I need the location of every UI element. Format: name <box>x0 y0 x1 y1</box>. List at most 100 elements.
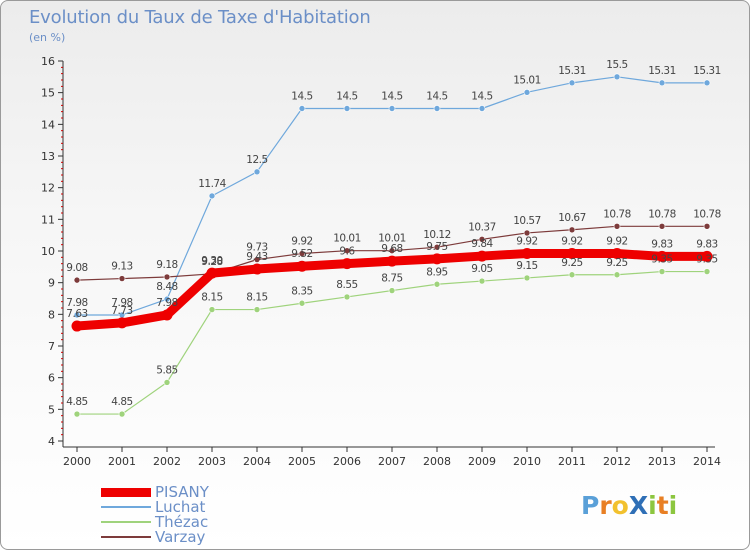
y-tick-label: 9 <box>48 277 55 290</box>
data-point-pisany <box>566 248 578 260</box>
data-label-luchat: 14.5 <box>336 91 357 103</box>
logo-letter: r <box>599 491 612 520</box>
data-label-thézac: 9.25 <box>606 257 627 269</box>
y-tick-label: 12 <box>41 182 55 195</box>
data-label-varzay: 10.37 <box>468 221 496 233</box>
data-label-thézac: 8.95 <box>426 266 447 278</box>
data-label-luchat: 14.5 <box>471 91 492 103</box>
data-point-pisany <box>476 250 488 262</box>
data-label-luchat: 7.98 <box>111 297 132 309</box>
data-point-varzay <box>73 276 81 284</box>
data-label-varzay: 10.78 <box>693 208 721 220</box>
data-point-thézac <box>523 274 531 282</box>
data-point-luchat <box>613 73 621 81</box>
x-tick-label: 2002 <box>153 455 181 468</box>
data-point-thézac <box>568 271 576 279</box>
data-point-varzay <box>613 223 621 230</box>
logo-letter: o <box>611 491 629 520</box>
data-point-luchat <box>433 105 441 112</box>
data-point-thézac <box>478 277 486 285</box>
data-point-varzay <box>343 247 351 254</box>
data-label-luchat: 14.5 <box>426 91 447 103</box>
data-point-luchat <box>568 79 576 87</box>
data-point-thézac <box>298 299 306 307</box>
data-label-pisany: 7.73 <box>111 305 132 317</box>
chart-title: Evolution du Taux de Taxe d'Habitation <box>29 7 371 28</box>
data-point-thézac <box>388 287 396 294</box>
x-tick-label: 2013 <box>648 455 676 468</box>
legend-label: Luchat <box>155 498 206 516</box>
x-tick-label: 2014 <box>693 455 721 468</box>
data-point-luchat <box>73 311 81 319</box>
legend-label: Varzay <box>155 528 206 546</box>
legend-swatch <box>101 536 151 538</box>
data-point-pisany <box>161 309 173 321</box>
data-label-varzay: 10.01 <box>378 233 406 245</box>
data-label-luchat: 15.31 <box>558 65 586 77</box>
data-point-thézac <box>163 379 171 386</box>
y-tick-label: 16 <box>41 55 55 68</box>
data-label-pisany: 9.68 <box>381 243 402 255</box>
data-label-pisany: 9.83 <box>651 238 672 250</box>
data-label-varzay: 10.12 <box>423 229 451 241</box>
logo-letter: X <box>628 491 649 520</box>
data-point-pisany <box>611 248 623 260</box>
data-label-thézac: 4.85 <box>66 396 87 408</box>
data-point-varzay <box>118 275 126 282</box>
y-tick-label: 11 <box>41 213 55 226</box>
x-tick-label: 2007 <box>378 455 406 468</box>
data-label-varzay: 10.78 <box>603 208 631 220</box>
data-label-luchat: 15.31 <box>648 65 676 77</box>
data-label-luchat: 14.5 <box>291 91 312 103</box>
data-label-pisany: 9.92 <box>561 236 582 248</box>
data-label-thézac: 9.25 <box>561 257 582 269</box>
x-tick-label: 2011 <box>558 455 586 468</box>
data-point-varzay <box>388 247 396 254</box>
data-point-thézac <box>613 271 621 279</box>
data-label-varzay: 9.28 <box>201 256 222 268</box>
data-point-luchat <box>523 89 531 96</box>
data-point-thézac <box>253 306 261 313</box>
axes: 4 5 6 7 8 9 10 11 12 13 14 15 16 2000 2001 2002 2003 2004… <box>41 55 721 468</box>
data-label-pisany: 9.92 <box>606 236 627 248</box>
logo-letter: t <box>656 491 669 520</box>
data-point-pisany <box>521 248 533 260</box>
proxiti-logo: ProXiti <box>581 491 677 520</box>
x-tick-label: 2006 <box>333 455 361 468</box>
data-label-pisany: 9.84 <box>471 238 493 250</box>
data-point-luchat <box>253 168 261 176</box>
data-point-luchat <box>298 105 306 112</box>
data-label-varzay: 9.08 <box>66 262 87 274</box>
x-tick-label: 2004 <box>243 455 271 468</box>
x-tick-label: 2009 <box>468 455 496 468</box>
data-label-pisany: 9.43 <box>246 251 267 263</box>
data-label-pisany: 9.83 <box>696 238 717 250</box>
logo-letter: i <box>648 491 657 520</box>
data-label-pisany: 9.92 <box>516 236 537 248</box>
y-tick-label: 6 <box>48 372 55 385</box>
data-point-thézac <box>343 293 351 301</box>
data-point-luchat <box>343 105 351 112</box>
data-label-luchat: 15.5 <box>606 59 627 71</box>
data-label-thézac: 8.15 <box>201 292 222 304</box>
data-label-luchat: 15.31 <box>693 65 721 77</box>
legend-swatch <box>101 488 151 497</box>
data-label-varzay: 9.92 <box>291 236 312 248</box>
data-point-luchat <box>478 105 486 112</box>
data-point-varzay <box>433 243 441 251</box>
data-label-pisany: 9.6 <box>339 246 355 258</box>
data-point-pisany <box>296 260 308 272</box>
data-label-thézac: 9.35 <box>651 254 672 266</box>
data-label-pisany: 7.98 <box>156 297 177 309</box>
data-point-luchat <box>658 79 666 87</box>
data-label-thézac: 8.75 <box>381 273 402 285</box>
legend-label: Thézac <box>155 513 209 531</box>
data-label-thézac: 9.35 <box>696 254 717 266</box>
data-point-varzay <box>523 229 531 237</box>
data-point-luchat <box>388 105 396 112</box>
data-point-luchat <box>208 192 216 200</box>
data-point-varzay <box>163 273 171 281</box>
logo-letter: i <box>668 491 678 520</box>
data-label-pisany: 9.52 <box>291 248 312 260</box>
